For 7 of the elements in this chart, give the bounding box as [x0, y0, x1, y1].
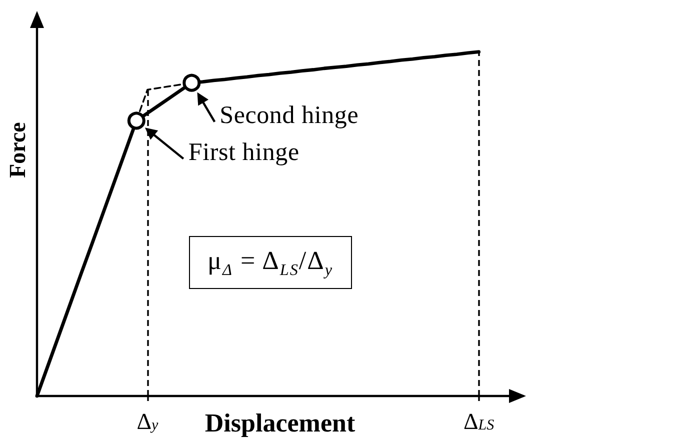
x-tick-label: ΔLS — [464, 409, 495, 434]
x-tick-label: Δy — [136, 409, 159, 434]
x-axis-title: Displacement — [204, 408, 356, 438]
annotation: μ$_{Δ}$ = Δ$_{LS}$/Δ$_{y}$ — [188, 236, 352, 290]
y-axis-title: Force — [5, 122, 30, 178]
annotation: Second hinge — [220, 102, 359, 130]
annotation: First hinge — [188, 139, 300, 166]
